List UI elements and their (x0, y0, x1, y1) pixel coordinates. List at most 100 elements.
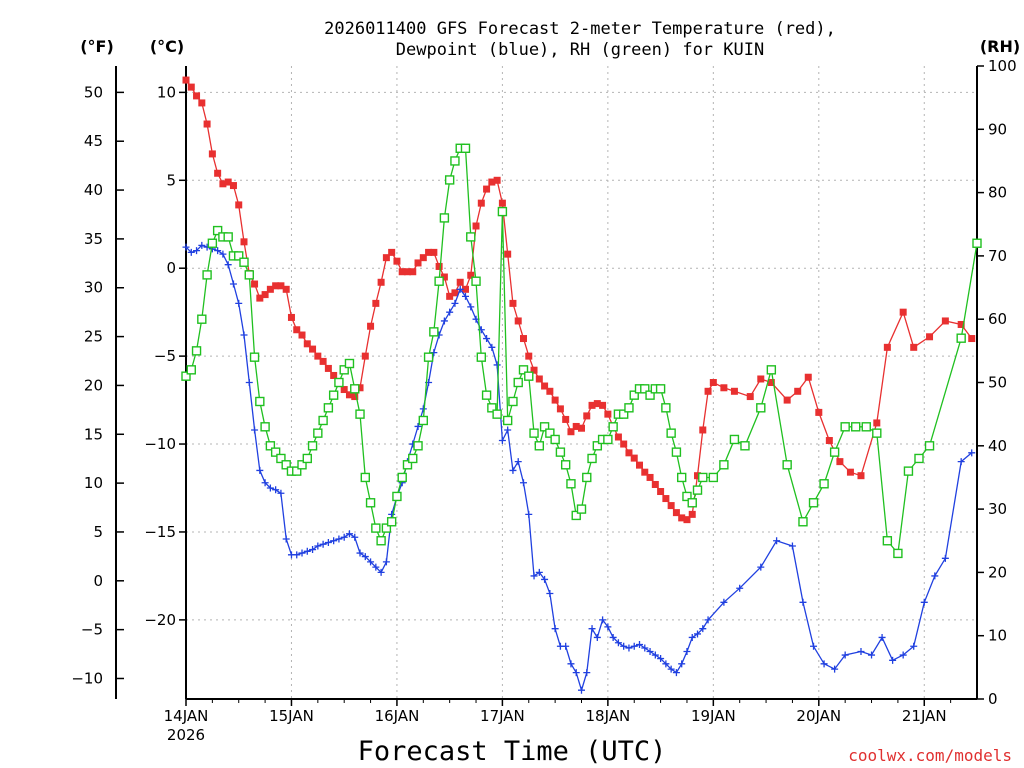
fahrenheit-tick-label: 15 (84, 425, 103, 443)
dewpoint-point (498, 437, 506, 445)
rh-point (534, 441, 545, 451)
dewpoint-point (335, 535, 343, 543)
temperature-point (287, 313, 295, 321)
rh-point (260, 422, 270, 432)
celsius-tick-label: 5 (166, 171, 176, 189)
rh-point (924, 441, 935, 451)
temperature-point (214, 169, 222, 177)
dewpoint-point (483, 335, 491, 343)
rh-point (344, 358, 355, 369)
celsius-unit-label: (°C) (150, 37, 184, 56)
rh-series (181, 143, 982, 559)
rh-point (550, 434, 560, 445)
temperature-point (604, 410, 612, 418)
rh-point (265, 441, 276, 451)
rh-point (408, 453, 418, 464)
x-tick-label: 20JAN (796, 707, 841, 725)
dewpoint-point (614, 639, 622, 647)
rh-point (708, 472, 719, 483)
rh-point (234, 251, 244, 261)
temperature-point (193, 92, 201, 100)
dewpoint-point (941, 554, 949, 562)
dewpoint-point (193, 247, 201, 255)
temperature-point (430, 248, 438, 256)
temperature-point (303, 340, 311, 348)
dewpoint-point (303, 547, 311, 555)
dewpoint-point (377, 568, 385, 576)
temperature-point (588, 401, 596, 409)
rh-tick-label: 50 (988, 374, 1007, 392)
rh-point (439, 213, 450, 223)
temperature-point (461, 285, 469, 293)
rh-point (508, 396, 518, 407)
dewpoint-point (388, 510, 396, 518)
rh-point (418, 415, 428, 426)
temperature-point (783, 396, 791, 404)
celsius-tick-label: −15 (144, 523, 176, 541)
rh-point (629, 390, 639, 400)
temperature-point (272, 282, 280, 290)
rh-point (381, 523, 392, 533)
dewpoint-point (182, 243, 190, 251)
rh-point (207, 238, 218, 248)
x-tick-label: 16JAN (375, 707, 420, 725)
rh-point (186, 365, 196, 375)
rh-point (545, 428, 555, 438)
rh-point (671, 447, 682, 457)
temperature-point (583, 412, 591, 420)
dewpoint-point (889, 656, 897, 664)
temperature-point (625, 449, 633, 457)
rh-point (766, 365, 777, 375)
dewpoint-point (245, 379, 253, 386)
chart-subtitle: Dewpoint (blue), RH (green) for KUIN (396, 40, 764, 60)
temperature-point (340, 386, 348, 394)
temperature-point (240, 238, 248, 246)
temperature-point (662, 495, 670, 503)
temperature-point (414, 259, 422, 267)
dewpoint-point (546, 590, 554, 597)
dewpoint-point (298, 549, 306, 557)
temperature-point (730, 387, 738, 395)
temperature-point (266, 285, 274, 293)
dewpoint-point (372, 563, 380, 571)
rh-point (191, 346, 202, 356)
temperature-point (372, 299, 380, 307)
temperature-point (519, 335, 527, 343)
fahrenheit-tick-label: 40 (84, 181, 103, 199)
temperature-point (525, 352, 533, 360)
dewpoint-point (224, 261, 232, 269)
rh-point (661, 403, 671, 413)
dewpoint-point (688, 633, 696, 641)
rh-point (698, 472, 708, 483)
temperature-point (319, 357, 327, 365)
dewpoint-point (910, 642, 918, 650)
dewpoint-point (620, 642, 628, 650)
dewpoint-point (198, 241, 206, 249)
temperature-point (720, 384, 728, 392)
temperature-point (451, 289, 459, 297)
dewpoint-point (583, 669, 591, 677)
rh-tick-label: 0 (988, 690, 998, 708)
rh-point (334, 377, 344, 388)
rh-point (645, 390, 655, 400)
dewpoint-point (187, 248, 195, 256)
temperature-point (467, 271, 475, 279)
dewpoint-series (182, 241, 976, 694)
temperature-point (224, 178, 232, 186)
rh-point (819, 479, 829, 489)
temperature-point (746, 393, 754, 401)
rh-point (365, 498, 376, 508)
dewpoint-point (319, 540, 327, 548)
rh-point (972, 238, 982, 248)
dewpoint-point (530, 572, 538, 580)
rh-point (434, 276, 444, 286)
dewpoint-point (667, 665, 675, 673)
temperature-point (298, 331, 306, 339)
temperature-point (203, 120, 211, 128)
temperature-point (694, 472, 702, 480)
dewpoint-point (330, 537, 338, 545)
dewpoint-point (609, 633, 617, 641)
rh-point (782, 460, 792, 470)
rh-point (608, 422, 618, 432)
